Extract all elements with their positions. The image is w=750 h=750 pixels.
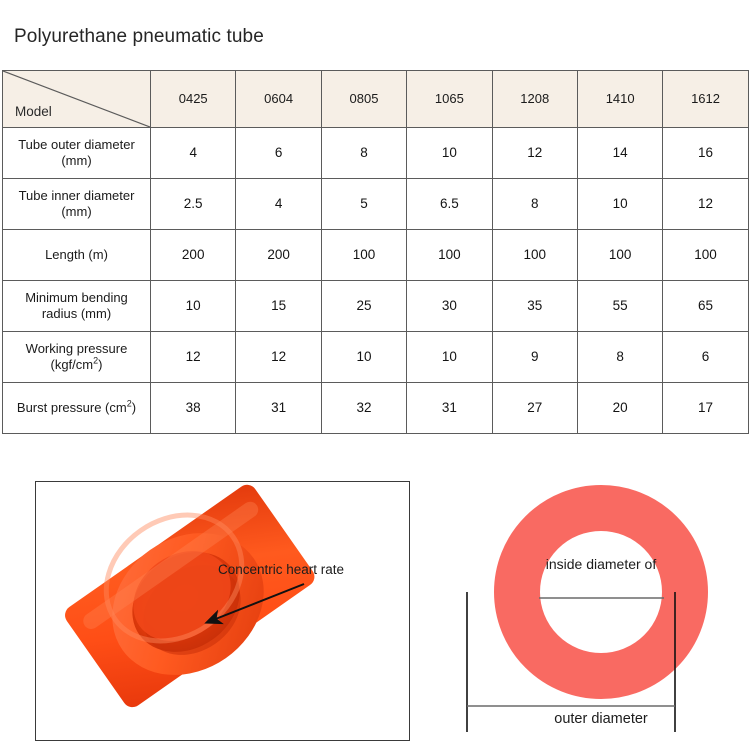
cell: 31 <box>406 382 493 434</box>
specification-table: Model 0425 0604 0805 1065 1208 1410 1612… <box>2 70 749 434</box>
cell: 12 <box>149 331 237 383</box>
model-corner-cell: Model <box>2 70 151 128</box>
inside-diameter-label: inside diameter of <box>545 556 657 572</box>
row-label-line1: Minimum bending <box>25 289 128 305</box>
column-header-0805: 0805 <box>320 70 408 128</box>
row-label-line2: (mm) <box>61 153 92 168</box>
row-label-working-pressure: Working pressure (kgf/cm2) <box>2 331 151 383</box>
cell: 12 <box>491 127 578 179</box>
cell: 4 <box>149 127 237 179</box>
cell: 100 <box>576 229 664 281</box>
row-label-line2: (mm) <box>61 204 92 219</box>
cell: 65 <box>662 280 749 332</box>
cell: 12 <box>662 178 749 230</box>
row-label-tube-inner-diameter: Tube inner diameter (mm) <box>2 178 151 230</box>
row-label-line2: radius (mm) <box>41 306 112 321</box>
outer-diameter-label: outer diameter <box>554 711 648 727</box>
cell: 6 <box>235 127 322 179</box>
cell: 38 <box>149 382 237 434</box>
cell: 100 <box>320 229 408 281</box>
cell: 10 <box>406 331 493 383</box>
table-row: Tube inner diameter (mm) 2.5 4 5 6.5 8 1… <box>2 178 749 230</box>
cell: 5 <box>320 178 408 230</box>
cell: 10 <box>320 331 408 383</box>
cell: 15 <box>235 280 322 332</box>
figures-section: Concentric heart rate inside diameter of <box>0 470 750 750</box>
column-header-1065: 1065 <box>406 70 493 128</box>
cell: 8 <box>320 127 408 179</box>
row-label-line1: Tube inner diameter <box>18 187 135 203</box>
row-label-minimum-bending-radius: Minimum bending radius (mm) <box>2 280 151 332</box>
column-header-1208: 1208 <box>491 70 578 128</box>
row-label-line1: Burst pressure (cm <box>16 399 127 415</box>
row-label-tube-outer-diameter: Tube outer diameter (mm) <box>2 127 151 179</box>
row-label-superscript: 2 <box>93 355 99 366</box>
model-label: Model <box>15 104 52 120</box>
cell: 31 <box>235 382 322 434</box>
cell: 20 <box>576 382 664 434</box>
cell: 200 <box>149 229 237 281</box>
cell: 9 <box>491 331 578 383</box>
ring-dimension-diagram: inside diameter of outer diameter <box>452 470 750 750</box>
cell: 10 <box>149 280 237 332</box>
cell: 100 <box>662 229 749 281</box>
cell: 17 <box>662 382 749 434</box>
cell: 2.5 <box>149 178 237 230</box>
tube-photo-panel: Concentric heart rate <box>35 481 410 741</box>
column-header-1612: 1612 <box>662 70 749 128</box>
table-row: Minimum bending radius (mm) 10 15 25 30 … <box>2 280 749 332</box>
annotation-arrow-icon <box>204 583 305 625</box>
table-header-row: Model 0425 0604 0805 1065 1208 1410 1612 <box>2 70 749 128</box>
table-row: Burst pressure (cm2) 38 31 32 31 27 20 1… <box>2 382 749 434</box>
concentric-annotation-label: Concentric heart rate <box>218 562 345 577</box>
table-row: Length (m) 200 200 100 100 100 100 100 <box>2 229 749 281</box>
row-label-line2-end: ) <box>98 357 103 372</box>
column-header-1410: 1410 <box>576 70 664 128</box>
row-label-line1: Working pressure <box>25 340 128 356</box>
table-row: Tube outer diameter (mm) 4 6 8 10 12 14 … <box>2 127 749 179</box>
cell: 200 <box>235 229 322 281</box>
ring-shape <box>494 485 708 699</box>
cell: 100 <box>406 229 493 281</box>
cell: 10 <box>406 127 493 179</box>
cell: 55 <box>576 280 664 332</box>
cell: 4 <box>235 178 322 230</box>
cell: 27 <box>491 382 578 434</box>
row-label-length: Length (m) <box>2 229 151 281</box>
row-label-line1-end: ) <box>131 399 137 415</box>
cell: 30 <box>406 280 493 332</box>
page-title: Polyurethane pneumatic tube <box>14 26 264 47</box>
row-label-superscript: 2 <box>126 398 132 409</box>
row-label-line2: (kgf/cm <box>50 357 94 372</box>
annulus-ring-graphic <box>452 470 750 750</box>
cell: 14 <box>576 127 664 179</box>
cell: 35 <box>491 280 578 332</box>
diagonal-divider-icon <box>3 71 150 127</box>
cell: 32 <box>320 382 408 434</box>
cell: 16 <box>662 127 749 179</box>
cell: 6.5 <box>406 178 493 230</box>
cell: 10 <box>576 178 664 230</box>
table-row: Working pressure (kgf/cm2) 12 12 10 10 9… <box>2 331 749 383</box>
column-header-0425: 0425 <box>149 70 237 128</box>
row-label-line1: Tube outer diameter <box>18 136 135 152</box>
cell: 8 <box>491 178 578 230</box>
row-label-line1: Length (m) <box>45 246 108 262</box>
row-label-burst-pressure: Burst pressure (cm2) <box>2 382 151 434</box>
cell: 100 <box>491 229 578 281</box>
spec-table-container: Model 0425 0604 0805 1065 1208 1410 1612… <box>2 70 749 434</box>
cell: 8 <box>576 331 664 383</box>
column-header-0604: 0604 <box>235 70 322 128</box>
cell: 25 <box>320 280 408 332</box>
cell: 12 <box>235 331 322 383</box>
cell: 6 <box>662 331 749 383</box>
